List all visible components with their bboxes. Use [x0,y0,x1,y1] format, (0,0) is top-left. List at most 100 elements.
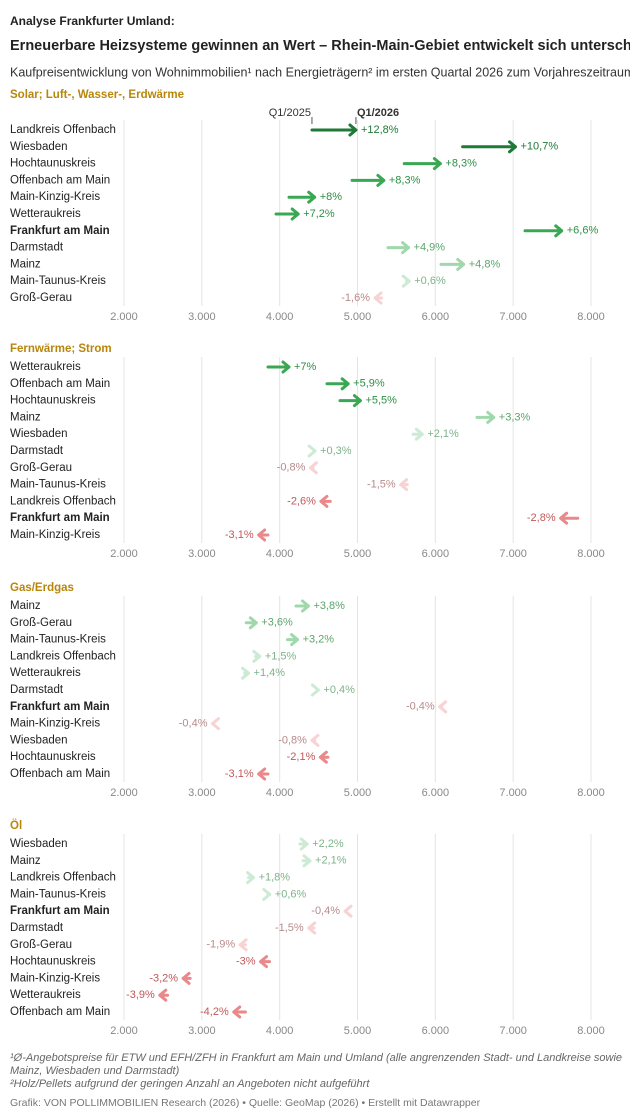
category-label: Hochtaunuskreis [10,158,96,170]
arrow [232,1005,247,1019]
source: Grafik: VON POLLIMMOBILIEN Research (202… [10,1097,481,1109]
arrow [350,173,386,187]
x-tick-label: 5.000 [344,311,372,323]
x-tick-label: 3.000 [188,787,216,799]
arrow [257,767,270,781]
chart-title: Erneuerbare Heizsysteme gewinnen an Wert… [10,38,630,54]
arrow [310,123,358,137]
arrow [287,190,317,204]
value-label: +2,1% [315,855,347,867]
category-label: Main-Taunus-Kreis [10,275,106,287]
category-label: Frankfurt am Main [10,905,110,917]
x-tick-label: 8.000 [577,787,605,799]
value-label: -1,6% [341,292,370,304]
arrow [307,444,317,458]
value-label: +3,6% [261,617,293,629]
panel-title: Öl [10,819,22,832]
arrow [210,717,220,731]
category-label: Hochtaunuskreis [10,395,96,407]
category-label: Main-Kinzig-Kreis [10,529,100,541]
value-label: -1,5% [367,479,396,491]
category-label: Frankfurt am Main [10,225,110,237]
value-label: -2,8% [527,512,556,524]
x-tick-label: 2.000 [110,311,138,323]
category-label: Wiesbaden [10,141,68,153]
category-label: Mainz [10,600,41,612]
value-label: +7% [294,361,317,373]
arrow [310,683,320,697]
footnote: ¹Ø-Angebotspreise für ETW und EFH/ZFH in… [10,1052,622,1064]
value-label: -4,2% [200,1006,229,1018]
arrow [244,616,258,630]
legend-label: Q1/2025 [269,107,311,119]
value-label: -0,8% [278,734,307,746]
x-tick-label: 8.000 [577,311,605,323]
value-label: +0,6% [275,888,307,900]
category-label: Frankfurt am Main [10,512,110,524]
value-label: +5,5% [365,395,397,407]
value-label: +1,8% [259,872,291,884]
footnote: Mainz, Wiesbaden und Darmstadt) [10,1065,180,1077]
arrow [401,274,411,288]
legend-label: Q1/2026 [357,107,399,119]
category-label: Main-Taunus-Kreis [10,634,106,646]
x-tick-label: 4.000 [266,548,294,560]
category-label: Offenbach am Main [10,1006,110,1018]
x-tick-label: 7.000 [499,1025,527,1037]
category-label: Wetteraukreis [10,989,81,1001]
arrow [301,854,312,868]
category-label: Wetteraukreis [10,208,81,220]
category-label: Groß-Gerau [10,939,72,951]
value-label: +3,8% [313,600,345,612]
category-label: Main-Kinzig-Kreis [10,191,100,203]
category-label: Mainz [10,411,41,423]
value-label: +5,9% [353,378,385,390]
arrow [318,750,330,764]
value-label: +0,4% [323,684,355,696]
value-label: -0,4% [311,905,340,917]
arrow [399,478,409,492]
arrow [308,461,318,475]
x-tick-label: 2.000 [110,787,138,799]
arrow [158,988,170,1002]
x-tick-label: 5.000 [344,548,372,560]
x-tick-label: 7.000 [499,548,527,560]
value-label: +7,2% [303,208,335,220]
arrow [523,224,564,238]
value-label: -0,4% [179,718,208,730]
value-label: +0,6% [414,275,446,287]
x-tick-label: 3.000 [188,311,216,323]
arrow [238,938,248,952]
category-label: Main-Taunus-Kreis [10,479,106,491]
value-label: -1,9% [206,939,235,951]
arrow [438,700,448,714]
value-label: +10,7% [521,141,559,153]
category-label: Wiesbaden [10,734,68,746]
arrow [241,666,251,680]
arrow [461,140,518,154]
value-label: -1,5% [275,922,304,934]
category-label: Wetteraukreis [10,361,81,373]
value-label: +1,4% [254,667,286,679]
category-label: Main-Kinzig-Kreis [10,718,100,730]
arrow [475,410,496,424]
arrow [338,394,362,408]
arrow [373,291,384,305]
category-label: Offenbach am Main [10,378,110,390]
category-label: Main-Taunus-Kreis [10,888,106,900]
category-label: Groß-Gerau [10,462,72,474]
value-label: +4,8% [469,258,501,270]
value-label: +8% [320,191,343,203]
category-label: Mainz [10,855,41,867]
value-label: +2,2% [312,838,344,850]
arrow [257,528,270,542]
value-label: -0,8% [277,462,306,474]
arrow [559,511,580,525]
value-label: -3% [236,956,256,968]
category-label: Landkreis Offenbach [10,495,116,507]
arrow [285,633,300,647]
x-tick-label: 5.000 [344,1025,372,1037]
x-tick-label: 6.000 [422,311,450,323]
arrow [307,921,317,935]
